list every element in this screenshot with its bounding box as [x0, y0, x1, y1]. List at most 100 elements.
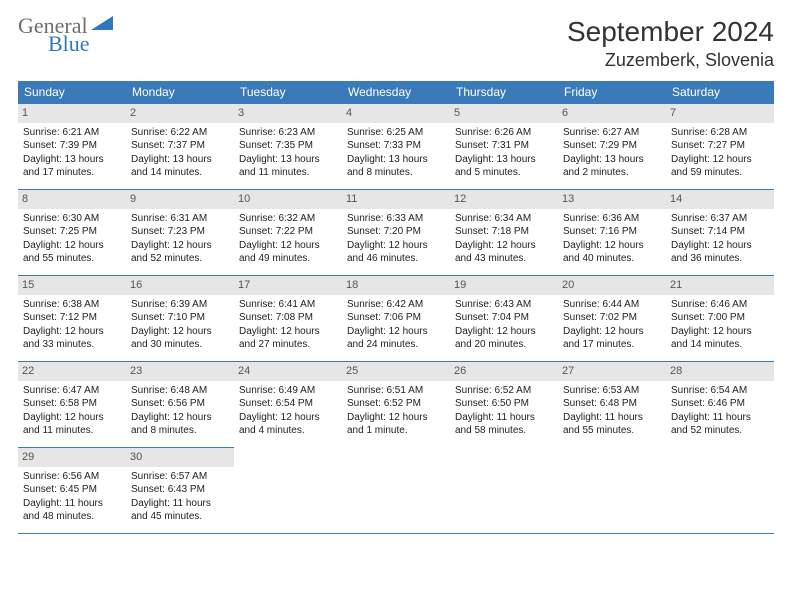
- page-title: September 2024: [567, 16, 774, 48]
- calendar-week-row: 29Sunrise: 6:56 AMSunset: 6:45 PMDayligh…: [18, 448, 774, 534]
- daylight-text: Daylight: 12 hours and 52 minutes.: [131, 239, 229, 266]
- sunrise-text: Sunrise: 6:49 AM: [239, 384, 337, 398]
- logo-triangle-icon: [91, 16, 113, 30]
- daylight-text: Daylight: 11 hours and 48 minutes.: [23, 497, 121, 524]
- daylight-text: Daylight: 12 hours and 43 minutes.: [455, 239, 553, 266]
- calendar-table: SundayMondayTuesdayWednesdayThursdayFrid…: [18, 81, 774, 534]
- sunrise-text: Sunrise: 6:43 AM: [455, 298, 553, 312]
- sunrise-text: Sunrise: 6:28 AM: [671, 126, 769, 140]
- calendar-day-cell: 23Sunrise: 6:48 AMSunset: 6:56 PMDayligh…: [126, 362, 234, 448]
- day-number: 15: [18, 276, 126, 295]
- sunrise-text: Sunrise: 6:23 AM: [239, 126, 337, 140]
- sunrise-text: Sunrise: 6:41 AM: [239, 298, 337, 312]
- day-number: 24: [234, 362, 342, 381]
- calendar-day-cell: 20Sunrise: 6:44 AMSunset: 7:02 PMDayligh…: [558, 276, 666, 362]
- day-header: Thursday: [450, 81, 558, 104]
- sunrise-text: Sunrise: 6:34 AM: [455, 212, 553, 226]
- calendar-week-row: 15Sunrise: 6:38 AMSunset: 7:12 PMDayligh…: [18, 276, 774, 362]
- logo-text: General Blue: [18, 16, 113, 54]
- calendar-day-cell: 28Sunrise: 6:54 AMSunset: 6:46 PMDayligh…: [666, 362, 774, 448]
- calendar-day-cell: 5Sunrise: 6:26 AMSunset: 7:31 PMDaylight…: [450, 104, 558, 190]
- sunset-text: Sunset: 7:16 PM: [563, 225, 661, 239]
- day-number: 4: [342, 104, 450, 123]
- calendar-day-cell: 2Sunrise: 6:22 AMSunset: 7:37 PMDaylight…: [126, 104, 234, 190]
- calendar-day-cell: 13Sunrise: 6:36 AMSunset: 7:16 PMDayligh…: [558, 190, 666, 276]
- calendar-day-cell: 19Sunrise: 6:43 AMSunset: 7:04 PMDayligh…: [450, 276, 558, 362]
- day-number: 3: [234, 104, 342, 123]
- daylight-text: Daylight: 12 hours and 40 minutes.: [563, 239, 661, 266]
- day-number: 13: [558, 190, 666, 209]
- daylight-text: Daylight: 12 hours and 8 minutes.: [131, 411, 229, 438]
- calendar-day-cell: 1Sunrise: 6:21 AMSunset: 7:39 PMDaylight…: [18, 104, 126, 190]
- sunrise-text: Sunrise: 6:47 AM: [23, 384, 121, 398]
- calendar-day-cell: [558, 448, 666, 534]
- location-label: Zuzemberk, Slovenia: [567, 50, 774, 71]
- day-number: 23: [126, 362, 234, 381]
- header: General Blue September 2024 Zuzemberk, S…: [18, 16, 774, 71]
- day-number: 10: [234, 190, 342, 209]
- day-header: Tuesday: [234, 81, 342, 104]
- calendar-day-cell: 14Sunrise: 6:37 AMSunset: 7:14 PMDayligh…: [666, 190, 774, 276]
- day-header: Saturday: [666, 81, 774, 104]
- sunrise-text: Sunrise: 6:27 AM: [563, 126, 661, 140]
- day-header: Wednesday: [342, 81, 450, 104]
- day-number: 16: [126, 276, 234, 295]
- sunrise-text: Sunrise: 6:42 AM: [347, 298, 445, 312]
- calendar-day-cell: 10 Sunrise: 6:32 AMSunset: 7:22 PMDayligh…: [234, 190, 342, 276]
- day-number: 1: [18, 104, 126, 123]
- calendar-day-cell: 30Sunrise: 6:57 AMSunset: 6:43 PMDayligh…: [126, 448, 234, 534]
- day-number: 20: [558, 276, 666, 295]
- sunset-text: Sunset: 7:06 PM: [347, 311, 445, 325]
- calendar-day-cell: 15Sunrise: 6:38 AMSunset: 7:12 PMDayligh…: [18, 276, 126, 362]
- calendar-day-cell: 8Sunrise: 6:30 AMSunset: 7:25 PMDaylight…: [18, 190, 126, 276]
- daylight-text: Daylight: 12 hours and 27 minutes.: [239, 325, 337, 352]
- calendar-week-row: 8Sunrise: 6:30 AMSunset: 7:25 PMDaylight…: [18, 190, 774, 276]
- sunset-text: Sunset: 7:27 PM: [671, 139, 769, 153]
- daylight-text: Daylight: 12 hours and 11 minutes.: [23, 411, 121, 438]
- day-number: 18: [342, 276, 450, 295]
- calendar-day-cell: 29Sunrise: 6:56 AMSunset: 6:45 PMDayligh…: [18, 448, 126, 534]
- daylight-text: Daylight: 12 hours and 30 minutes.: [131, 325, 229, 352]
- daylight-text: Daylight: 13 hours and 2 minutes.: [563, 153, 661, 180]
- calendar-day-cell: 27Sunrise: 6:53 AMSunset: 6:48 PMDayligh…: [558, 362, 666, 448]
- day-number: 7: [666, 104, 774, 123]
- day-header: Friday: [558, 81, 666, 104]
- calendar-day-cell: 18Sunrise: 6:42 AMSunset: 7:06 PMDayligh…: [342, 276, 450, 362]
- title-block: September 2024 Zuzemberk, Slovenia: [567, 16, 774, 71]
- sunrise-text: Sunrise: 6:21 AM: [23, 126, 121, 140]
- day-number: 17: [234, 276, 342, 295]
- day-number: 8: [18, 190, 126, 209]
- sunrise-text: Sunrise: 6:48 AM: [131, 384, 229, 398]
- calendar-day-cell: [666, 448, 774, 534]
- sunrise-text: Sunrise: 6:32 AM: [239, 212, 337, 226]
- sunrise-text: Sunrise: 6:53 AM: [563, 384, 661, 398]
- calendar-day-cell: 4Sunrise: 6:25 AMSunset: 7:33 PMDaylight…: [342, 104, 450, 190]
- sunset-text: Sunset: 6:50 PM: [455, 397, 553, 411]
- sunrise-text: Sunrise: 6:51 AM: [347, 384, 445, 398]
- sunset-text: Sunset: 7:29 PM: [563, 139, 661, 153]
- daylight-text: Daylight: 11 hours and 55 minutes.: [563, 411, 661, 438]
- sunset-text: Sunset: 6:45 PM: [23, 483, 121, 497]
- calendar-week-row: 1Sunrise: 6:21 AMSunset: 7:39 PMDaylight…: [18, 104, 774, 190]
- sunrise-text: Sunrise: 6:22 AM: [131, 126, 229, 140]
- day-number: 19: [450, 276, 558, 295]
- sunset-text: Sunset: 7:14 PM: [671, 225, 769, 239]
- day-number: 28: [666, 362, 774, 381]
- sunset-text: Sunset: 6:52 PM: [347, 397, 445, 411]
- sunset-text: Sunset: 7:12 PM: [23, 311, 121, 325]
- daylight-text: Daylight: 13 hours and 17 minutes.: [23, 153, 121, 180]
- calendar-day-cell: 24Sunrise: 6:49 AMSunset: 6:54 PMDayligh…: [234, 362, 342, 448]
- sunrise-text: Sunrise: 6:52 AM: [455, 384, 553, 398]
- sunset-text: Sunset: 7:22 PM: [239, 225, 337, 239]
- daylight-text: Daylight: 12 hours and 17 minutes.: [563, 325, 661, 352]
- sunset-text: Sunset: 7:18 PM: [455, 225, 553, 239]
- calendar-day-cell: 12Sunrise: 6:34 AMSunset: 7:18 PMDayligh…: [450, 190, 558, 276]
- sunset-text: Sunset: 7:00 PM: [671, 311, 769, 325]
- daylight-text: Daylight: 12 hours and 33 minutes.: [23, 325, 121, 352]
- calendar-day-cell: [450, 448, 558, 534]
- sunset-text: Sunset: 6:46 PM: [671, 397, 769, 411]
- sunrise-text: Sunrise: 6:54 AM: [671, 384, 769, 398]
- daylight-text: Daylight: 12 hours and 20 minutes.: [455, 325, 553, 352]
- sunset-text: Sunset: 7:02 PM: [563, 311, 661, 325]
- daylight-text: Daylight: 12 hours and 49 minutes.: [239, 239, 337, 266]
